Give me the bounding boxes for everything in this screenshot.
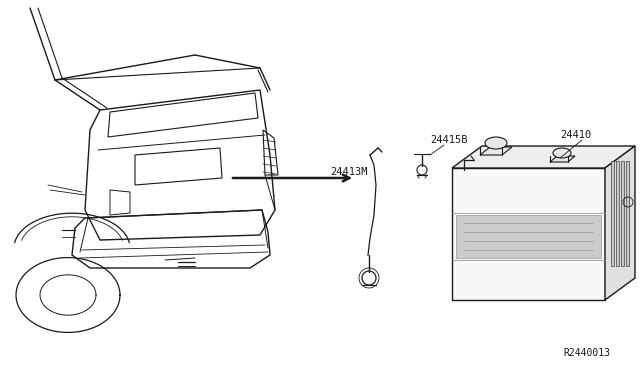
Polygon shape [456, 215, 601, 258]
Polygon shape [626, 161, 629, 266]
Ellipse shape [485, 137, 507, 149]
Polygon shape [452, 146, 635, 168]
Ellipse shape [553, 148, 571, 158]
Text: R2440013: R2440013 [563, 348, 610, 358]
Text: 24413M: 24413M [330, 167, 367, 177]
Text: 24410: 24410 [560, 130, 591, 140]
Polygon shape [550, 156, 575, 162]
Polygon shape [621, 161, 624, 266]
Polygon shape [480, 147, 512, 155]
Text: 24415B: 24415B [430, 135, 467, 145]
Polygon shape [605, 146, 635, 300]
Polygon shape [616, 161, 619, 266]
Polygon shape [611, 161, 614, 266]
Polygon shape [452, 168, 605, 300]
